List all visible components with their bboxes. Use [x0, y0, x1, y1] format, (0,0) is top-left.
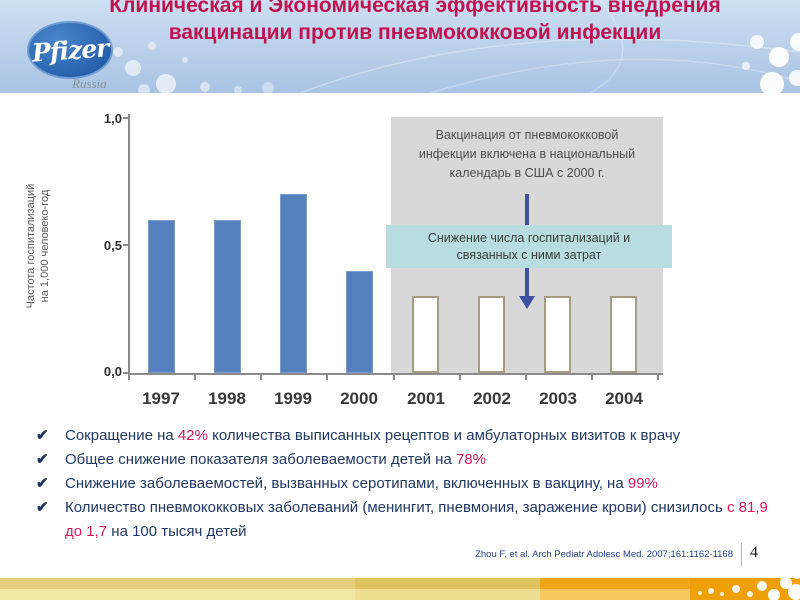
bar-2002: [478, 296, 505, 373]
y-tick-1.0: 1,0: [103, 111, 122, 126]
bar-1999: [280, 194, 307, 373]
bullet-text: Сокращение на 42% количества выписанных …: [65, 427, 681, 444]
key-findings-list: ✔ Сокращение на 42% количества выписанны…: [36, 424, 776, 544]
x-axis-label-2004: 2004: [605, 389, 643, 408]
y-tick-mark: [123, 244, 128, 246]
callout-line1: Вакцинация от пневмококковой: [435, 128, 619, 142]
x-tick-mark: [591, 373, 593, 380]
bar-2001: [412, 296, 439, 373]
x-tick-mark: [194, 373, 196, 380]
x-axis-line: [128, 373, 663, 375]
y-tick-mark: [123, 372, 128, 374]
x-axis-label-2002: 2002: [473, 389, 511, 408]
pfizer-logo: Pfizer: [27, 21, 113, 79]
x-axis-label-1998: 1998: [208, 389, 246, 408]
x-axis-label-2000: 2000: [340, 389, 378, 408]
bar-segment: [0, 589, 355, 600]
footer-dots-decoration: [698, 571, 800, 600]
x-tick-mark: [393, 373, 395, 380]
x-tick-mark: [657, 373, 659, 380]
x-axis-label-1999: 1999: [274, 389, 312, 408]
header-decoration: [113, 0, 800, 93]
bar-segment: [540, 589, 690, 600]
checkmark-icon: ✔: [36, 451, 49, 468]
result-box: Снижение числа госпитализаций и связанны…: [386, 225, 672, 268]
result-line2: связанных с ними затрат: [456, 247, 602, 262]
slide-title: Клиническая и Экономическая эффективност…: [40, 0, 790, 46]
callout-line2: инфекции включена в национальный: [418, 147, 636, 161]
callout-line3: календарь в США с 2000 г.: [449, 166, 605, 180]
x-tick-mark: [128, 373, 130, 380]
bullet-text: Снижение заболеваемостей, вызванных серо…: [65, 475, 658, 492]
x-tick-mark: [260, 373, 262, 380]
slide-title-line2: вакцинации против пневмококковой инфекци…: [168, 21, 662, 44]
bullet-text: Количество пневмококковых заболеваний (м…: [65, 499, 768, 540]
y-axis-title: Частота госпитализаций на 1,000 человеко…: [24, 146, 52, 346]
y-axis-line: [128, 114, 130, 373]
y-tick-0.0: 0,0: [103, 364, 122, 379]
list-item: ✔ Снижение заболеваемостей, вызванных се…: [36, 472, 776, 496]
vaccination-callout-text: Вакцинация от пневмококковой инфекции вк…: [391, 126, 663, 183]
bar-segment: [0, 578, 355, 589]
x-tick-mark: [525, 373, 527, 380]
list-item: ✔ Количество пневмококковых заболеваний …: [36, 496, 776, 544]
y-axis-title-line1: Частота госпитализаций: [25, 183, 37, 309]
bar-1997: [148, 220, 175, 373]
citation-text: Zhou F, et al. Arch Pediatr Adolesc Med.…: [475, 549, 733, 560]
bar-segment: [355, 578, 540, 589]
y-tick-0.5: 0,5: [103, 238, 122, 253]
bottom-accent-bar: [0, 571, 800, 600]
bar-2004: [610, 296, 637, 373]
y-tick-mark: [123, 117, 128, 119]
x-axis-label-2001: 2001: [407, 389, 445, 408]
result-line1: Снижение числа госпитализаций и: [427, 230, 631, 245]
x-tick-mark: [459, 373, 461, 380]
checkmark-icon: ✔: [36, 427, 49, 444]
down-arrow-head-icon: [519, 296, 535, 309]
bar-2000: [346, 271, 373, 373]
x-tick-mark: [326, 373, 328, 380]
bullet-text: Общее снижение показателя заболеваемости…: [65, 451, 486, 468]
bar-segment: [540, 578, 690, 589]
bar-segment: [355, 589, 540, 600]
y-axis-title-line2: на 1,000 человеко-год: [39, 189, 51, 303]
x-axis-label-2003: 2003: [539, 389, 577, 408]
pfizer-logo-region: Russia: [72, 76, 107, 91]
slide-title-line1: Клиническая и Экономическая эффективност…: [109, 0, 721, 17]
bar-2003: [544, 296, 571, 373]
header-banner: Pfizer Russia Клиническая и Экономическа…: [0, 0, 800, 93]
checkmark-icon: ✔: [36, 499, 49, 516]
list-item: ✔ Сокращение на 42% количества выписанны…: [36, 424, 776, 448]
list-item: ✔ Общее снижение показателя заболеваемос…: [36, 448, 776, 472]
checkmark-icon: ✔: [36, 475, 49, 492]
x-axis-label-1997: 1997: [142, 389, 180, 408]
page-number: 4: [741, 543, 766, 566]
bar-1998: [214, 220, 241, 373]
